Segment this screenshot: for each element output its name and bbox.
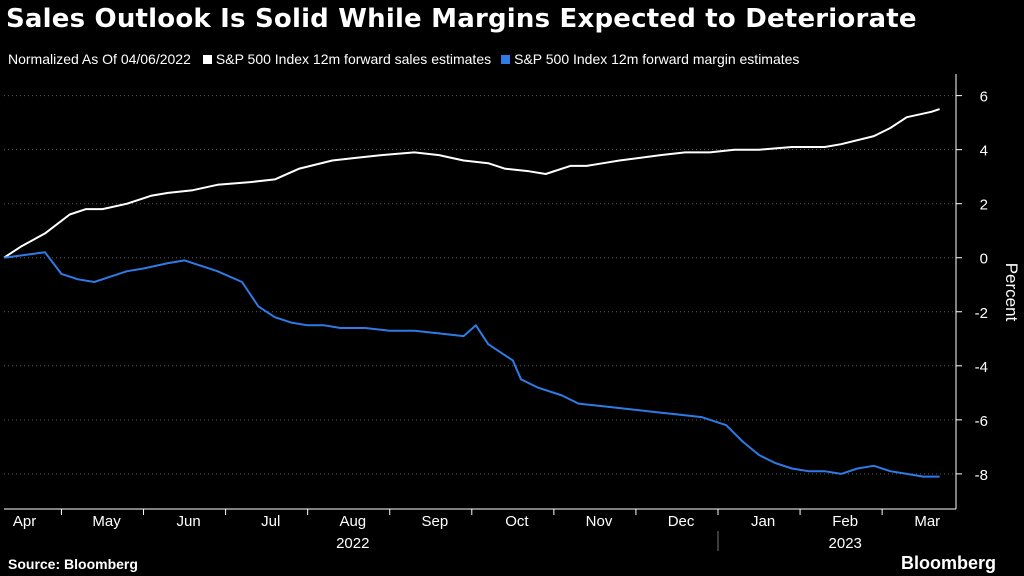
x-tick-label: Sep bbox=[422, 513, 449, 530]
y-tick-label: 2 bbox=[980, 197, 988, 214]
legend: Normalized As Of 04/06/2022 S&P 500 Inde… bbox=[8, 51, 809, 67]
y-tick-label: -4 bbox=[975, 359, 988, 376]
legend-item-margin: S&P 500 Index 12m forward margin estimat… bbox=[501, 51, 799, 67]
year-label: 2022 bbox=[336, 535, 369, 552]
x-tick-label: Feb bbox=[832, 513, 858, 530]
legend-label-margin: S&P 500 Index 12m forward margin estimat… bbox=[514, 51, 800, 67]
legend-label-sales: S&P 500 Index 12m forward sales estimate… bbox=[215, 51, 492, 67]
year-label: 2023 bbox=[829, 535, 862, 552]
legend-item-sales: S&P 500 Index 12m forward sales estimate… bbox=[202, 51, 492, 67]
legend-swatch-margin bbox=[501, 54, 511, 64]
x-tick-label: May bbox=[92, 513, 121, 530]
x-tick-label: Dec bbox=[668, 513, 695, 530]
x-tick-label: Nov bbox=[586, 513, 613, 530]
series-line-sales bbox=[3, 108, 940, 259]
y-axis-label: Percent bbox=[1002, 263, 1021, 322]
chart-title: Sales Outlook Is Solid While Margins Exp… bbox=[6, 4, 917, 34]
x-tick-label: Jul bbox=[261, 513, 280, 530]
x-tick-label: Apr bbox=[13, 513, 36, 530]
y-tick-label: -8 bbox=[975, 467, 988, 484]
x-tick-label: Jan bbox=[751, 513, 775, 530]
x-tick-label: Aug bbox=[339, 513, 366, 530]
y-tick-label: 6 bbox=[980, 89, 988, 106]
normalization-note: Normalized As Of 04/06/2022 bbox=[8, 51, 191, 67]
series-line-margin bbox=[3, 251, 940, 478]
source-note: Source: Bloomberg bbox=[8, 556, 138, 572]
legend-swatch-sales bbox=[202, 54, 212, 64]
y-tick-label: -6 bbox=[975, 413, 988, 430]
y-tick-label: 0 bbox=[980, 251, 988, 268]
y-tick-label: -2 bbox=[975, 305, 988, 322]
bloomberg-logo: Bloomberg bbox=[900, 553, 996, 573]
x-tick-label: Jun bbox=[177, 513, 201, 530]
y-tick-label: 4 bbox=[980, 143, 988, 160]
x-tick-label: Mar bbox=[914, 513, 940, 530]
x-tick-label: Oct bbox=[505, 513, 529, 530]
